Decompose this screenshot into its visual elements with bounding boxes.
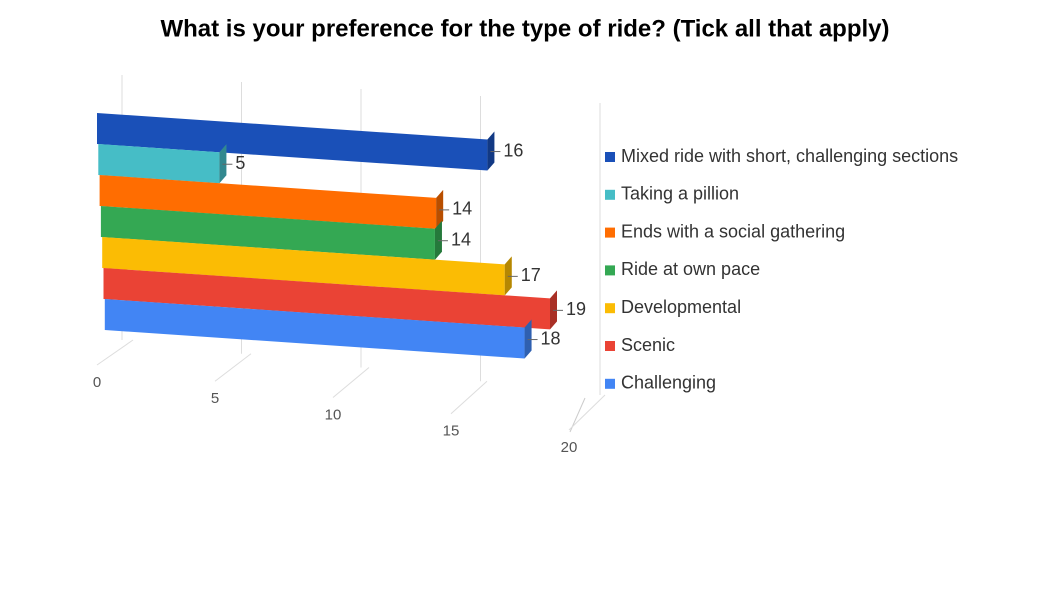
legend-swatch [605,227,615,238]
legend-label: Mixed ride with short, challenging secti… [621,146,958,166]
data-label: 17 [521,265,541,285]
bar [102,237,505,296]
legend-label: Ends with a social gathering [621,221,845,241]
x-tick-label: 10 [325,406,342,423]
floor-line [96,339,134,366]
legend-swatch [605,265,615,276]
data-label: 5 [235,153,245,173]
legend-label: Challenging [621,373,716,393]
data-label: 16 [503,140,523,160]
chart-title: What is your preference for the type of … [160,15,889,42]
data-label: 19 [566,299,586,319]
bar [99,175,437,229]
legend-swatch [605,152,615,162]
floor-line [568,394,606,431]
legend-swatch [605,303,615,314]
legend-swatch [605,189,615,200]
x-tick-label: 5 [211,390,219,407]
floor-line [214,353,252,382]
bar [103,268,550,330]
x-tick-label: 0 [93,374,101,391]
x-tick-label: 20 [561,439,578,456]
x-tick-label: 15 [443,423,460,440]
legend-swatch [605,378,615,389]
data-label: 14 [452,199,472,219]
floor-line [332,367,370,398]
bar [104,299,525,359]
data-label: 14 [451,229,471,249]
legend-label: Developmental [621,297,741,317]
floor-line [450,380,488,415]
bar [97,113,488,171]
legend-label: Ride at own pace [621,259,760,279]
bar [100,206,435,260]
legend-swatch [605,341,615,351]
bar [98,144,220,184]
legend-label: Scenic [621,335,675,355]
data-label: 18 [541,328,561,348]
legend-label: Taking a pillion [621,184,739,204]
